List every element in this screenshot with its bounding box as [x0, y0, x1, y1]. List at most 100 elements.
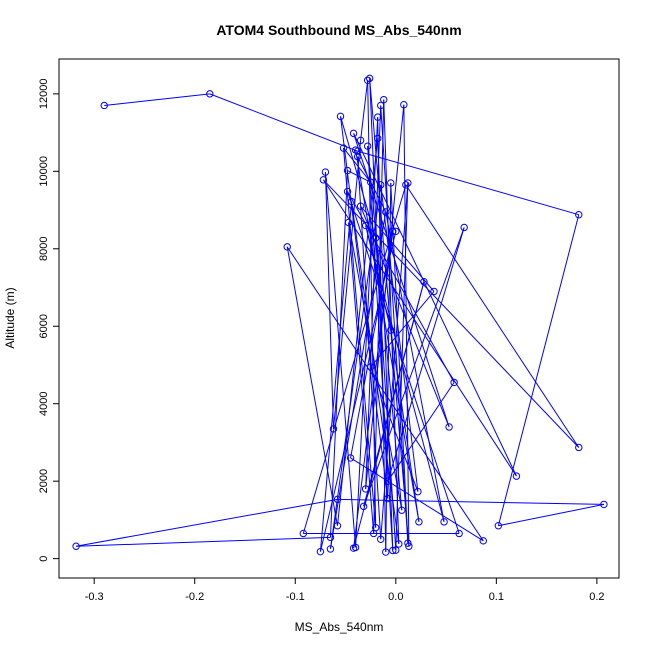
data-point — [512, 472, 521, 480]
series-segment — [370, 291, 435, 368]
data-point — [365, 74, 374, 83]
data-point — [336, 112, 345, 121]
x-tick-label: -0.3 — [85, 591, 104, 603]
data-point — [283, 243, 291, 251]
series-segment — [367, 80, 377, 528]
data-point — [384, 494, 392, 503]
data-point — [389, 227, 397, 236]
series-segment — [357, 156, 397, 232]
data-point — [206, 90, 214, 98]
data-point — [415, 518, 423, 526]
data-point — [361, 485, 370, 493]
series-segment — [324, 172, 334, 429]
data-point — [359, 502, 368, 511]
data-point — [363, 142, 372, 150]
series-segment — [498, 503, 605, 527]
y-tick-label: 0 — [38, 556, 50, 562]
series-segment — [104, 93, 210, 106]
series-segment — [76, 536, 331, 547]
series-segment — [336, 138, 379, 526]
data-point — [349, 129, 358, 138]
data-point — [349, 544, 358, 552]
data-point — [299, 529, 308, 538]
series-segment — [405, 184, 580, 448]
data-point — [460, 223, 468, 232]
data-point — [405, 542, 413, 550]
data-point — [333, 495, 342, 504]
y-tick-label: 8000 — [38, 237, 50, 261]
y-tick-label: 12000 — [38, 79, 50, 110]
series-segment — [365, 225, 392, 331]
series-segment — [497, 214, 580, 526]
data-point — [377, 181, 385, 189]
series-segment — [380, 184, 419, 492]
x-tick-label: 0.2 — [589, 591, 604, 603]
data-point — [343, 166, 352, 175]
data-point — [402, 181, 410, 189]
data-point — [329, 425, 338, 433]
data-point — [326, 533, 335, 542]
data-point — [377, 101, 385, 110]
data-point — [420, 278, 428, 286]
series-lines — [76, 78, 605, 553]
y-tick-label: 2000 — [38, 469, 50, 493]
x-tick-label: -0.1 — [286, 591, 305, 603]
y-axis-label: Altitude (m) — [3, 287, 17, 348]
series-segment — [348, 222, 375, 534]
series-segment — [387, 382, 455, 482]
data-point — [575, 211, 583, 219]
data-point — [353, 152, 362, 161]
data-point — [339, 144, 348, 152]
data-point — [479, 537, 487, 545]
data-point — [377, 535, 385, 543]
data-point — [455, 529, 463, 538]
data-point — [382, 208, 390, 216]
series-segment — [337, 498, 604, 505]
x-tick-label: 0.1 — [489, 591, 504, 603]
data-point — [369, 529, 378, 538]
series-segment — [343, 147, 372, 183]
series-segment — [403, 104, 410, 547]
series-segment — [353, 133, 517, 477]
series-segment — [329, 170, 349, 538]
series-segment — [355, 149, 420, 522]
data-point — [361, 221, 370, 230]
data-point — [351, 146, 360, 154]
chart-title: ATOM4 Southbound MS_Abs_540nm — [216, 22, 461, 38]
data-point — [321, 168, 330, 176]
data-point — [346, 454, 355, 462]
series-segment — [377, 138, 394, 551]
data-point — [392, 227, 400, 236]
data-point — [494, 522, 503, 530]
series-segment — [380, 105, 409, 544]
series-segment — [360, 80, 369, 141]
series-segment — [360, 205, 450, 428]
series-segment — [363, 227, 465, 507]
series-segment — [357, 150, 579, 216]
series-segment — [209, 93, 358, 152]
x-axis: -0.3 -0.2 -0.1 0.0 0.1 0.2 — [85, 578, 605, 603]
data-point — [382, 548, 390, 556]
series-segment — [390, 182, 409, 544]
data-point — [387, 326, 395, 334]
x-axis-label: MS_Abs_540nm — [295, 620, 384, 634]
data-point — [600, 500, 608, 509]
data-point — [400, 101, 408, 109]
data-point — [414, 487, 422, 496]
series-segment — [286, 246, 484, 542]
y-tick-label: 6000 — [38, 314, 50, 338]
data-point — [380, 95, 388, 104]
series-segment — [323, 179, 580, 448]
data-point — [343, 187, 352, 196]
data-point — [353, 147, 362, 155]
y-axis: 0 2000 4000 6000 8000 10000 12000 — [38, 79, 59, 562]
series-segment — [286, 246, 338, 526]
series-segment — [324, 172, 357, 548]
data-point — [347, 197, 356, 206]
data-point — [366, 178, 375, 186]
data-point — [374, 113, 382, 121]
series-segment — [360, 205, 435, 292]
series-segment — [367, 146, 394, 551]
series-segment — [319, 201, 353, 552]
